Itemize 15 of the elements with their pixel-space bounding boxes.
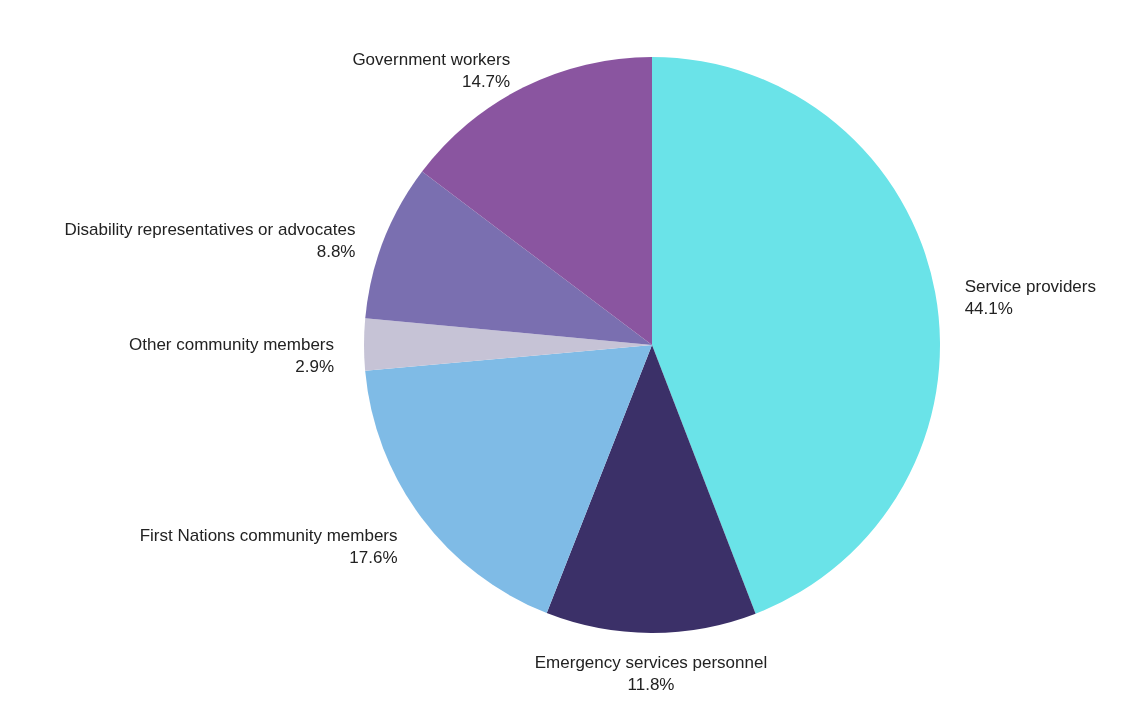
slice-label: Disability representatives or advocates xyxy=(64,220,356,240)
data-label: 2.9% xyxy=(295,356,334,376)
data-label: 44.1% xyxy=(964,298,1013,318)
data-label: 8.8% xyxy=(316,242,356,262)
slice-label: Service providers xyxy=(964,276,1096,296)
slice-label: First Nations community members xyxy=(139,525,398,545)
data-label: 14.7% xyxy=(461,72,511,92)
data-label: 11.8% xyxy=(627,675,675,694)
pie-slice xyxy=(546,345,756,633)
slice-label: Other community members xyxy=(129,334,334,354)
slice-label: Government workers xyxy=(352,50,511,70)
slice-label: Emergency services personnel xyxy=(534,653,768,672)
pie-slice xyxy=(652,57,940,614)
data-label: 17.6% xyxy=(349,547,398,567)
pie-slice xyxy=(365,171,652,345)
